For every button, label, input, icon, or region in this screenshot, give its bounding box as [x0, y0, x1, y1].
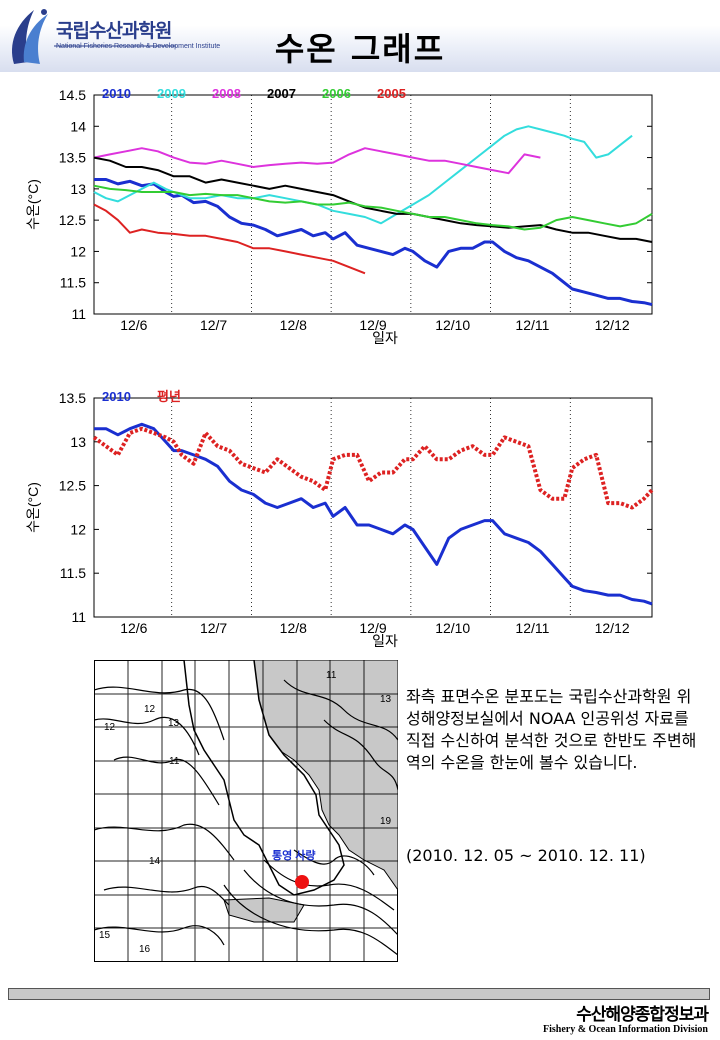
- contour-label: 14: [149, 856, 161, 867]
- x-tick-label: 12/8: [280, 317, 307, 333]
- x-tick-label: 12/8: [280, 620, 307, 636]
- y-tick-label: 12.5: [59, 212, 86, 228]
- x-tick-label: 12/11: [515, 317, 549, 333]
- contour-label: 11: [169, 756, 180, 767]
- y-tick-label: 12: [70, 521, 86, 537]
- x-tick-label: 12/7: [200, 620, 227, 636]
- period: (2010. 12. 05 ~ 2010. 12. 11): [406, 846, 646, 865]
- legend-entry: 평년: [157, 389, 181, 404]
- contour-label: 19: [380, 816, 392, 827]
- contour-label: 11: [326, 670, 337, 681]
- x-tick-label: 12/10: [435, 317, 470, 333]
- legend-entry: 2007: [267, 86, 296, 101]
- contour-label: 13: [380, 694, 392, 705]
- legend-entry: 2010: [102, 389, 131, 404]
- plot-frame: [93, 94, 653, 315]
- temperature-chart-yearly: 11 11.5 12 12.5 13 13.5 14 14.5 12/6 12/7 12/8 12/9…: [25, 86, 653, 346]
- contour-label: 15: [99, 930, 111, 941]
- series-line-2006: [93, 184, 653, 231]
- y-tick-label: 12.5: [59, 478, 86, 494]
- y-tick-label: 14: [70, 118, 86, 134]
- description: 좌측 표면수온 분포도는 국립수산과학원 위성해양정보실에서 NOAA 인공위성…: [406, 687, 697, 772]
- sst-map: 11 12 14 13 11 12 14 15 16 19 13 통영 사량: [94, 660, 398, 962]
- org-name: 국립수산과학원: [56, 20, 172, 42]
- y-tick-label: 13: [70, 434, 86, 450]
- y-tick-label: 13: [70, 181, 86, 197]
- footer-division-en: Fishery & Ocean Information Division: [543, 1024, 708, 1035]
- y-tick-label: 13.5: [59, 150, 86, 166]
- y-tick-label: 14.5: [59, 87, 86, 103]
- series-line-2007: [93, 156, 653, 243]
- legend-entry: 2006: [322, 86, 351, 101]
- plot-frame: [93, 397, 653, 618]
- contour-label: 12: [104, 722, 116, 733]
- series-line-평년: [92, 426, 654, 510]
- y-axis-label: 수온(°C): [25, 179, 41, 230]
- x-tick-label: 12/6: [120, 620, 147, 636]
- map-location-label: 통영 사량: [272, 848, 316, 862]
- footer-bar: [8, 988, 710, 1000]
- y-axis-label: 수온(°C): [25, 482, 41, 533]
- contour-label: 12: [144, 704, 156, 715]
- contour-label: 13: [168, 718, 180, 729]
- legend-entry: 2008: [212, 86, 241, 101]
- x-axis-label: 일자: [372, 330, 398, 346]
- legend-entry: 2005: [377, 86, 406, 101]
- x-tick-label: 12/6: [120, 317, 147, 333]
- y-tick-label: 11: [71, 306, 86, 322]
- y-tick-label: 11.5: [60, 565, 86, 581]
- x-tick-label: 12/10: [435, 620, 470, 636]
- legend-entry: 2009: [157, 86, 186, 101]
- x-tick-label: 12/12: [595, 620, 630, 636]
- y-tick-label: 11.5: [60, 275, 86, 291]
- org-subtitle: National Fisheries Research & Developmen…: [56, 43, 221, 50]
- series-line-2009: [93, 125, 633, 225]
- series-line-2008: [93, 147, 541, 175]
- footer-division-ko: 수산해양종합정보과: [576, 1005, 709, 1025]
- temperature-chart-normal: 11 11.5 12 12.5 13 13.5 12/6 12/7 12/8 12/9 12/10 1…: [25, 389, 654, 649]
- contour-label: 16: [139, 944, 151, 955]
- location-marker: [295, 875, 309, 889]
- x-tick-label: 12/9: [359, 620, 386, 636]
- y-tick-label: 13.5: [59, 390, 86, 406]
- logo: [12, 9, 176, 64]
- series-line-2005: [93, 203, 366, 275]
- legend-entry: 2010: [102, 86, 131, 101]
- x-axis-label: 일자: [372, 633, 398, 649]
- y-tick-label: 11: [71, 609, 86, 625]
- series-line-2010: [94, 422, 653, 606]
- header-band: [0, 0, 720, 72]
- page-title: 수온 그래프: [274, 30, 446, 68]
- y-tick-label: 12: [70, 243, 86, 259]
- x-tick-label: 12/7: [200, 317, 227, 333]
- x-tick-label: 12/9: [359, 317, 386, 333]
- x-tick-label: 12/11: [515, 620, 549, 636]
- x-tick-label: 12/12: [595, 317, 630, 333]
